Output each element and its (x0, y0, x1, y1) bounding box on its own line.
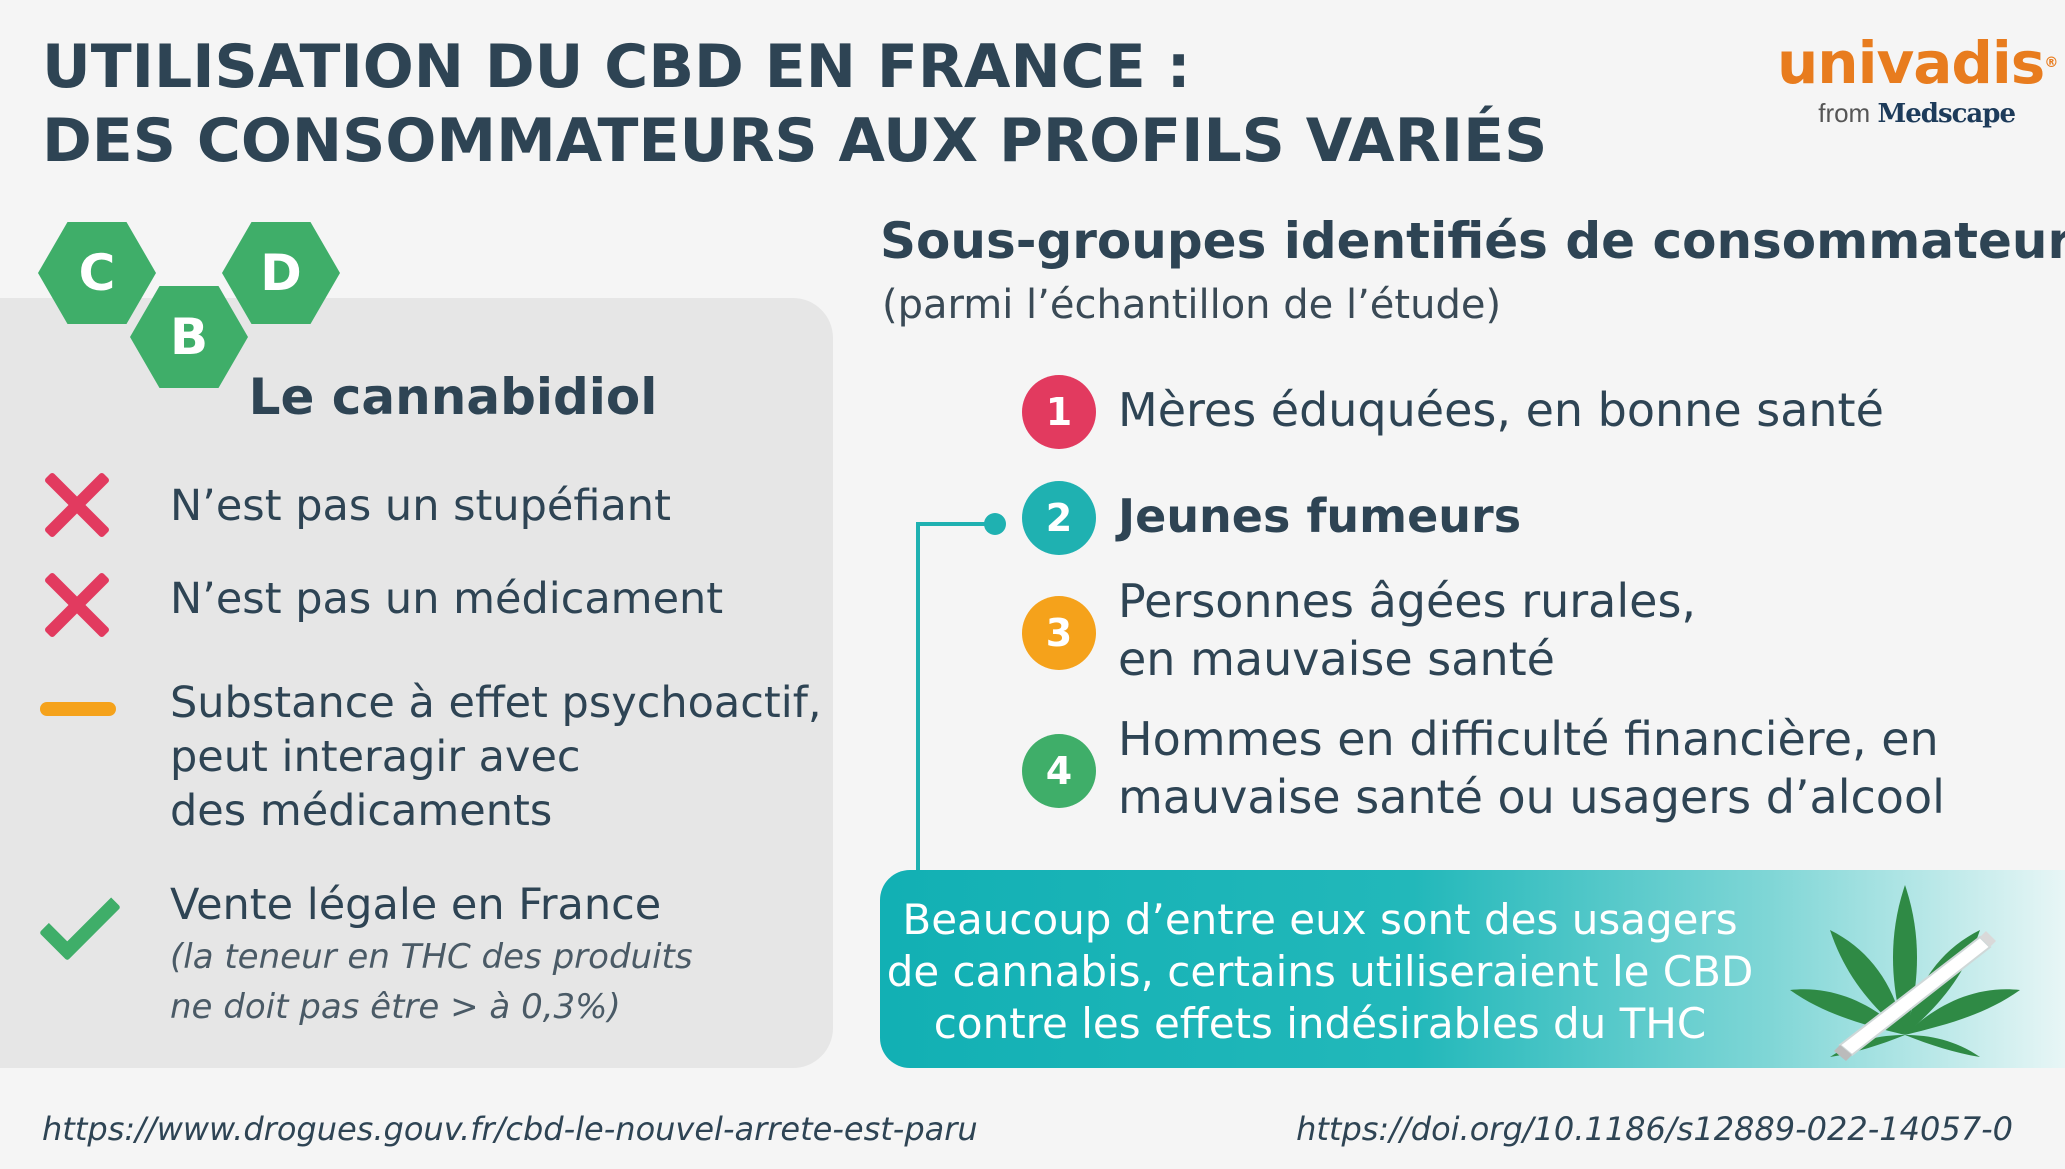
subgroups-heading: Sous-groupes identifiés de consommateurs (880, 212, 2065, 270)
connector-dot (984, 513, 1006, 535)
fact-line: Substance à effet psychoactif, (170, 678, 822, 728)
cross-icon (40, 568, 114, 642)
registered-mark: ® (2044, 55, 2058, 71)
number-badge: 4 (1022, 734, 1096, 808)
cannabidiol-panel (0, 298, 833, 1068)
brand-from: from (1818, 98, 1871, 128)
fact-line: Vente légale en France (170, 880, 662, 930)
subgroup-label: Mères éduquées, en bonne santé (1118, 383, 1884, 437)
brand-name: univadis (1777, 29, 2045, 97)
hexagon-b: B (130, 286, 248, 388)
number-badge: 2 (1022, 481, 1096, 555)
subgroups-subheading: (parmi l’échantillon de l’étude) (882, 282, 1502, 328)
fact-text: N’est pas un médicament (170, 574, 724, 624)
fact-text: Vente légale en France (la teneur en THC… (170, 878, 693, 1032)
title-line-2: DES CONSOMMATEURS AUX PROFILS VARIÉS (42, 106, 1548, 176)
fact-line: des médicaments (170, 786, 553, 836)
subgroup-line: mauvaise santé ou usagers d’alcool (1118, 770, 1945, 824)
subgroup-label: Personnes âgées rurales, en mauvaise san… (1118, 572, 1696, 688)
brand-partner: from Medscape (1777, 98, 2016, 129)
fact-note-line: ne doit pas être > à 0,3%) (170, 987, 621, 1027)
cannabidiol-heading: Le cannabidiol (248, 368, 658, 426)
fact-note-line: (la teneur en THC des produits (170, 937, 693, 977)
number-badge: 3 (1022, 596, 1096, 670)
connector-line (916, 522, 992, 526)
page-title: UTILISATION DU CBD EN FRANCE : DES CONSO… (42, 30, 1547, 178)
connector-line (916, 522, 920, 872)
callout-line: contre les effets indésirables du THC (933, 999, 1707, 1048)
cross-icon (40, 468, 114, 542)
brand-wordmark: univadis® (1777, 30, 2058, 96)
subgroup-label: Jeunes fumeurs (1118, 489, 1522, 543)
hexagon-c: C (38, 222, 156, 324)
subgroup-label: Hommes en difficulté financière, en mauv… (1118, 710, 1945, 826)
callout-text: Beaucoup d’entre eux sont des usagers de… (880, 894, 1760, 1050)
cannabis-leaf-icon (1790, 885, 2020, 1061)
dash-icon (40, 702, 116, 716)
cannabis-callout: Beaucoup d’entre eux sont des usagers de… (880, 870, 2065, 1068)
fact-text: Substance à effet psychoactif, peut inte… (170, 676, 822, 838)
source-url-left[interactable]: https://www.drogues.gouv.fr/cbd-le-nouve… (42, 1110, 978, 1148)
number-badge: 1 (1022, 375, 1096, 449)
brand-logo: univadis® from Medscape (1777, 30, 2058, 129)
brand-partner-name: Medscape (1877, 99, 2016, 129)
source-url-right[interactable]: https://doi.org/10.1186/s12889-022-14057… (1296, 1110, 2013, 1148)
title-line-1: UTILISATION DU CBD EN FRANCE : (42, 32, 1191, 102)
fact-line: peut interagir avec (170, 732, 581, 782)
subgroup-line: Hommes en difficulté financière, en (1118, 712, 1939, 766)
cbd-hexagons: C B D (38, 222, 348, 392)
subgroup-line: en mauvaise santé (1118, 632, 1555, 686)
callout-line: de cannabis, certains utiliseraient le C… (886, 947, 1754, 996)
hexagon-d: D (222, 222, 340, 324)
fact-text: N’est pas un stupéfiant (170, 481, 671, 531)
subgroup-line: Personnes âgées rurales, (1118, 574, 1697, 628)
callout-line: Beaucoup d’entre eux sont des usagers (902, 895, 1738, 944)
joint-icon (1834, 931, 1996, 1061)
